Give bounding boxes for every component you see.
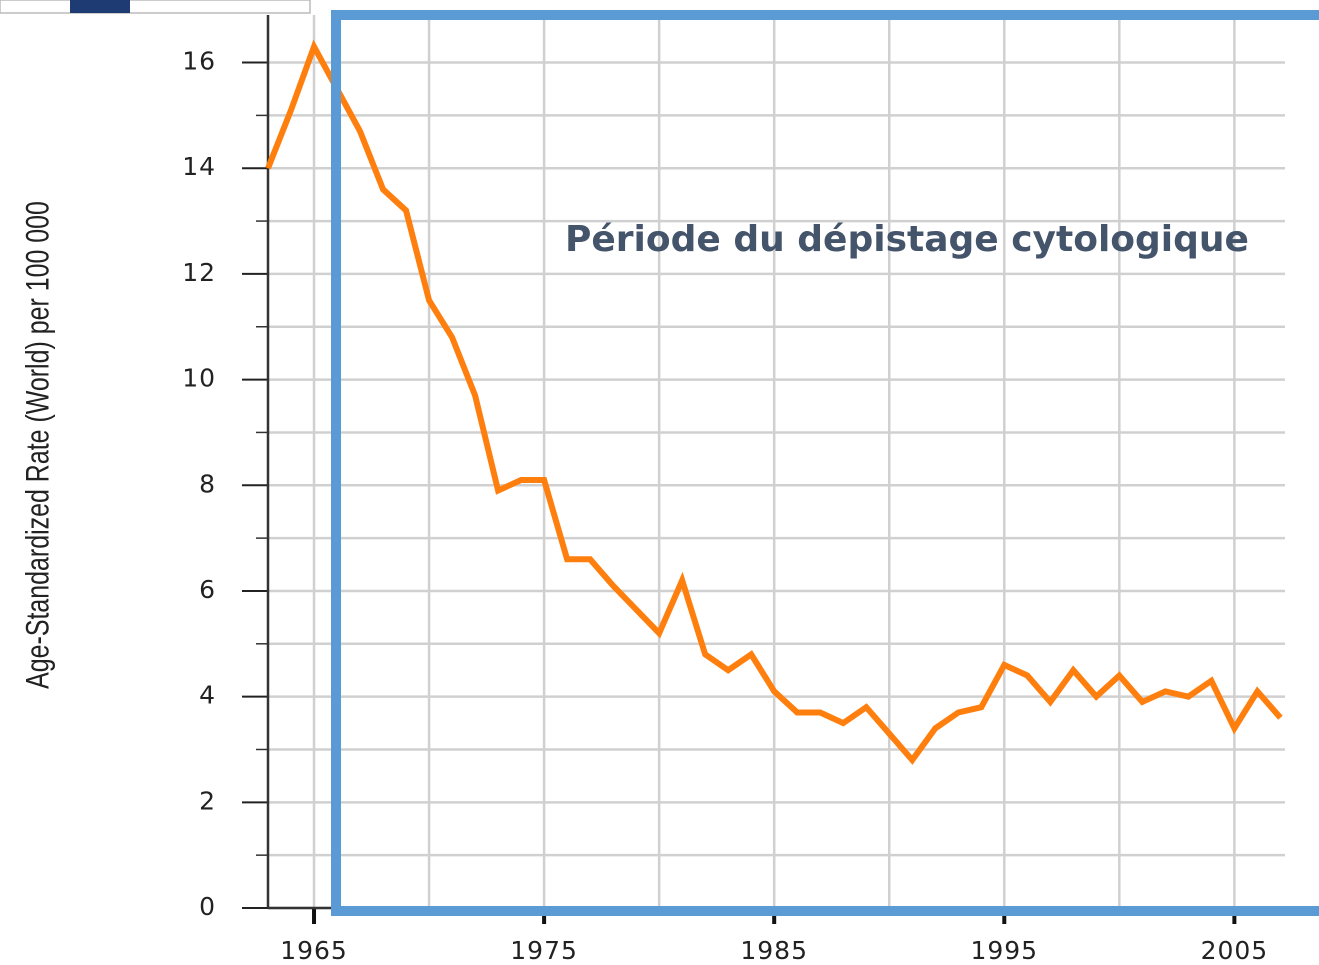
x-tick-label: 1975 xyxy=(510,936,578,965)
y-tick-label: 4 xyxy=(199,681,216,710)
x-tick-label: 1995 xyxy=(970,936,1038,965)
y-tick-label: 2 xyxy=(199,786,216,815)
y-tick-label: 12 xyxy=(182,258,216,287)
annotation: Période du dépistage cytologique xyxy=(565,219,1249,260)
lines xyxy=(265,39,1283,765)
y-tick-label: 0 xyxy=(199,892,216,921)
y-tick-label: 6 xyxy=(199,575,216,604)
axes: 0 2 4 6 8 10 12 14 16 1965 1975 1985 1995 2005 xyxy=(182,15,1319,965)
highlight-box xyxy=(331,10,1319,916)
y-axis-label: Age-Standardized Rate (World) per 100 00… xyxy=(21,201,57,689)
data-line xyxy=(265,39,1283,765)
y-tick-label: 10 xyxy=(182,364,216,393)
y-tick-label: 14 xyxy=(182,152,216,181)
y-tick-label: 16 xyxy=(182,47,216,76)
x-tick-label: 2005 xyxy=(1201,936,1269,965)
grid xyxy=(268,15,1285,910)
header-panel xyxy=(0,0,311,14)
x-tick-label: 1965 xyxy=(280,936,348,965)
header-tab xyxy=(70,0,130,13)
x-tick-label: 1985 xyxy=(740,936,808,965)
y-tick-label: 8 xyxy=(199,469,216,498)
